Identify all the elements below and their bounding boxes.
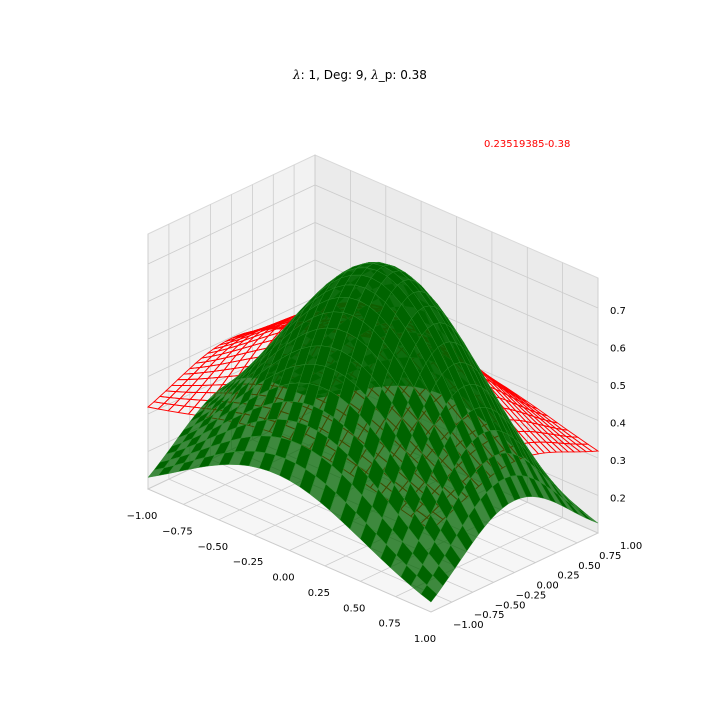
z-tick-label: 0.7	[610, 306, 626, 317]
y-tick-label: 0.25	[557, 571, 579, 582]
surface-cell	[420, 584, 438, 603]
x-tick-label: 0.75	[378, 619, 400, 630]
title-lambda-p-value: _p: 0.38	[378, 68, 427, 82]
x-tick-label: −0.75	[162, 526, 193, 537]
title-lambda: λ	[293, 68, 301, 82]
x-tick-label: −0.25	[233, 557, 264, 568]
grid-line-z	[147, 222, 599, 346]
tick-labels: −1.00−0.75−0.50−0.250.000.250.500.751.00…	[127, 306, 643, 645]
grid-line-y	[168, 224, 453, 603]
y-tick-label: −0.75	[474, 610, 505, 621]
x-tick-label: 0.25	[308, 588, 330, 599]
filled-surface	[147, 261, 599, 603]
z-tick-label: 0.4	[610, 419, 626, 430]
y-tick-label: 0.00	[537, 581, 559, 592]
x-tick-label: 0.50	[343, 603, 365, 614]
z-tick-label: 0.3	[610, 456, 626, 467]
z-tick-label: 0.6	[610, 344, 626, 355]
z-tick-label: 0.5	[610, 381, 626, 392]
y-tick-label: 0.50	[578, 561, 600, 572]
y-tick-label: −0.25	[516, 590, 547, 601]
grid-line-z	[147, 259, 599, 384]
y-tick-label: −0.50	[495, 600, 526, 611]
x-tick-label: 1.00	[414, 634, 436, 645]
x-tick-label: −1.00	[127, 511, 158, 522]
x-tick-label: 0.00	[272, 573, 294, 584]
z-tick-label: 0.2	[610, 494, 626, 505]
chart-title: λ: 1, Deg: 9, λ_p: 0.38	[0, 68, 720, 82]
x-tick-label: −0.50	[197, 542, 228, 553]
chart-annotation: 0.23519385-0.38	[484, 139, 571, 150]
y-tick-label: −1.00	[453, 620, 484, 631]
grid-line-y	[147, 234, 432, 613]
title-lambda-value: : 1, Deg: 9,	[300, 68, 372, 82]
surfaces	[147, 261, 600, 603]
y-tick-label: 1.00	[620, 541, 642, 552]
grid-line-z	[147, 184, 599, 309]
y-tick-label: 0.75	[599, 551, 621, 562]
title-lambda-p: λ	[371, 68, 379, 82]
